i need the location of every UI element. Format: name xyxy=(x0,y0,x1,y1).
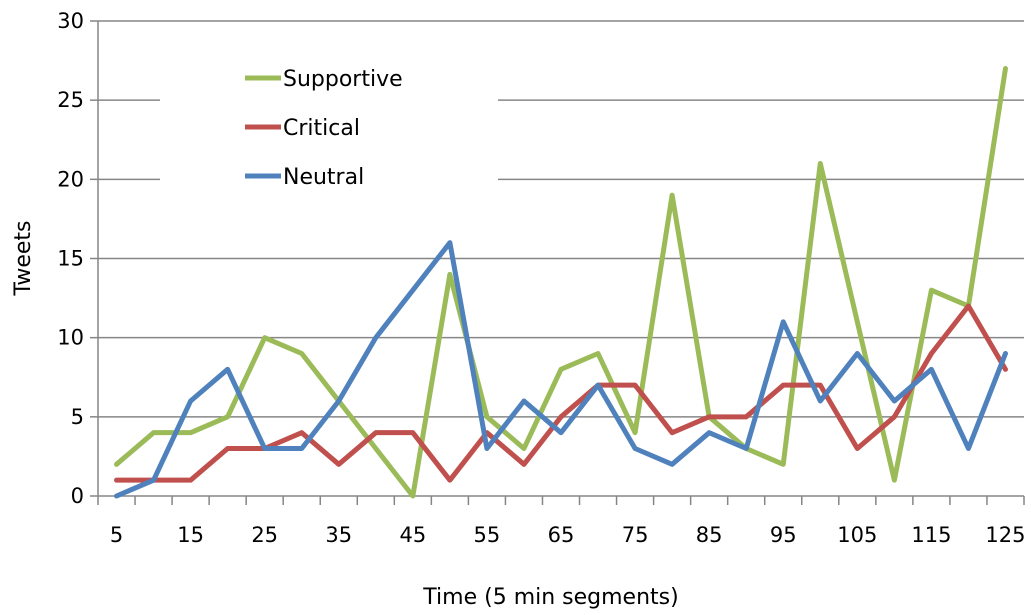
y-tick-label: 10 xyxy=(57,326,84,350)
x-tick-label: 95 xyxy=(770,523,797,547)
x-tick-label: 125 xyxy=(985,523,1025,547)
y-tick-label: 15 xyxy=(57,247,84,271)
x-tick-label: 115 xyxy=(911,523,951,547)
legend-label-critical: Critical xyxy=(283,116,360,141)
y-tick-label: 5 xyxy=(71,405,84,429)
x-tick-label: 105 xyxy=(837,523,877,547)
x-tick-label: 55 xyxy=(474,523,501,547)
x-tick-label: 25 xyxy=(251,523,278,547)
x-tick-label: 5 xyxy=(110,523,123,547)
x-tick-label: 85 xyxy=(696,523,723,547)
series-lines xyxy=(114,66,1008,499)
y-tick-label: 0 xyxy=(71,484,84,508)
x-tick-label: 75 xyxy=(622,523,649,547)
x-tick-label: 15 xyxy=(177,523,204,547)
x-tick-label: 65 xyxy=(548,523,575,547)
y-tick-label: 30 xyxy=(57,9,84,33)
legend: Supportive Critical Neutral xyxy=(160,52,498,197)
x-axis-title: Time (5 min segments) xyxy=(422,585,678,610)
x-tick-label: 45 xyxy=(399,523,426,547)
x-tick-label: 35 xyxy=(325,523,352,547)
legend-label-neutral: Neutral xyxy=(283,165,364,190)
y-axis-title: Tweets xyxy=(11,221,36,297)
legend-background xyxy=(160,52,498,197)
axes xyxy=(90,20,1025,505)
y-tick-label: 25 xyxy=(57,88,84,112)
tick-labels: 0 5 10 15 20 25 30 5 15 25 35 45 55 65 75 85 95 105 115 125 xyxy=(57,9,1025,547)
y-tick-label: 20 xyxy=(57,167,84,191)
legend-label-supportive: Supportive xyxy=(283,67,403,92)
series-line-supportive xyxy=(114,66,1008,499)
series-line-neutral xyxy=(114,240,1008,499)
